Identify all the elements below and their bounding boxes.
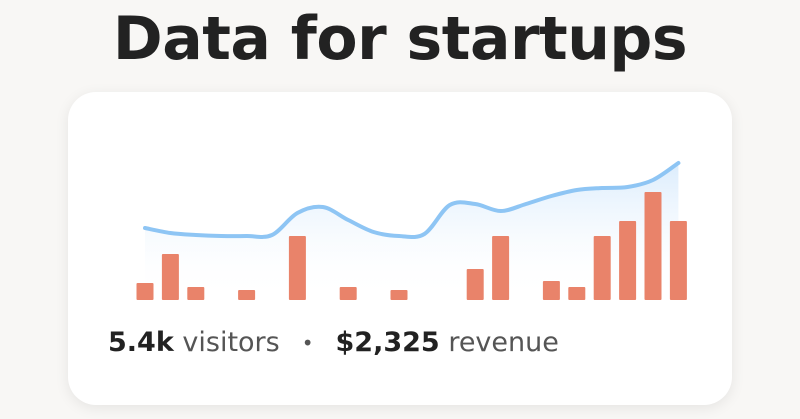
bar [390,290,408,300]
line-area [145,163,679,300]
bar [644,192,662,300]
bar [187,287,205,300]
bar [619,221,637,300]
visitors-value: 5.4k [108,327,174,358]
bar [288,236,306,300]
bar [492,236,510,300]
bar [339,287,357,300]
bar [238,290,256,300]
revenue-value: $2,325 [335,327,440,358]
revenue-label: revenue [448,327,559,358]
visitors-label: visitors [182,327,280,358]
bar [593,236,611,300]
stats: 5.4k visitors • $2,325 revenue [108,327,559,358]
bar [568,287,586,300]
bar [542,281,560,300]
bar [161,254,179,300]
bar [136,283,154,300]
line [143,161,681,240]
bar [466,269,484,300]
separator: • [301,330,314,355]
title: Data for startups [112,4,688,74]
bar [669,221,687,300]
